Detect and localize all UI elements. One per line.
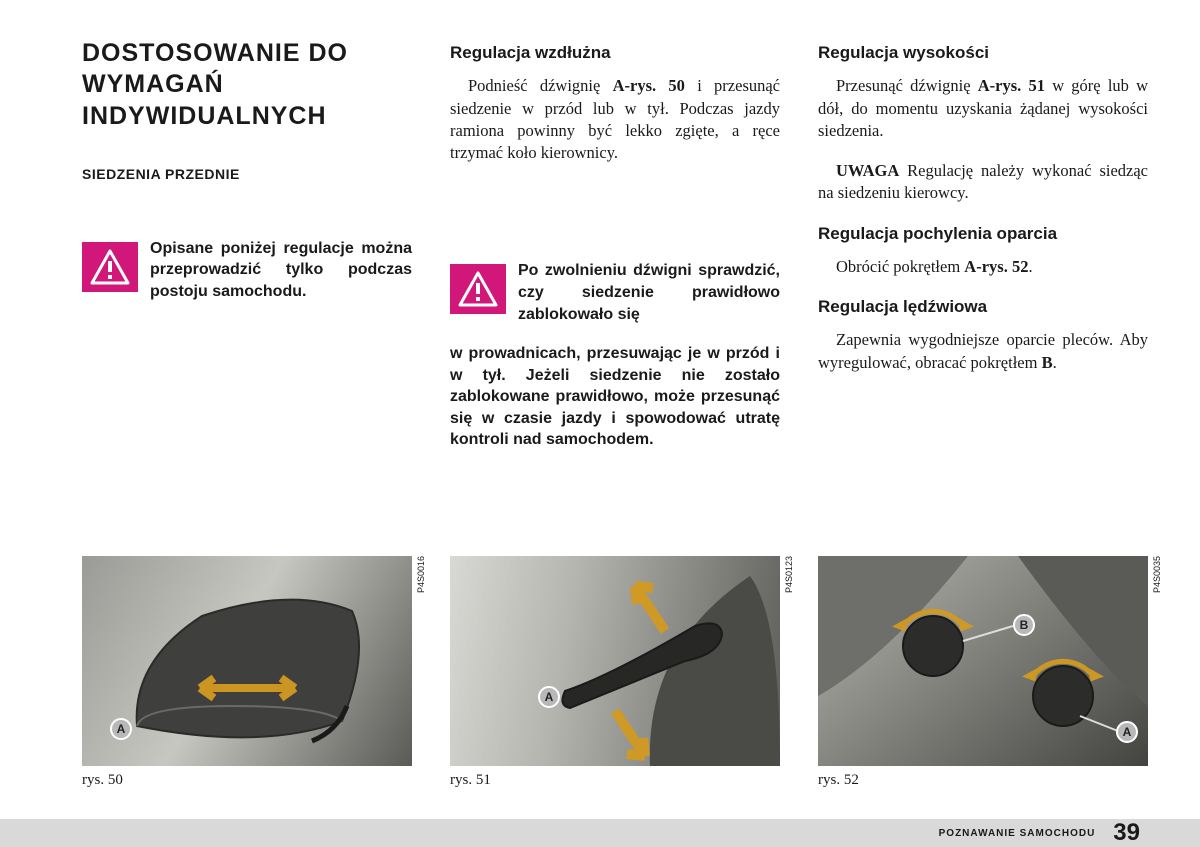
- marker-a: A: [1116, 721, 1138, 743]
- main-heading: DOSTOSOWANIE DO WYMAGAŃ INDYWIDUALNYCH: [82, 38, 412, 132]
- seat-illustration: [82, 556, 412, 766]
- figures-row: P4S0016 A rys. 50 P4S0123: [82, 556, 1130, 789]
- ref-a-rys50: A-rys. 50: [613, 76, 685, 95]
- warning-triangle-icon: [82, 242, 138, 292]
- figure-code: P4S0016: [416, 556, 426, 593]
- heading-wysokosci: Regulacja wysokości: [818, 42, 1148, 63]
- figure-image-51: A: [450, 556, 780, 766]
- paragraph-uwaga: UWAGA Regulację należy wykonać siedząc n…: [818, 160, 1148, 205]
- figure-code: P4S0123: [784, 556, 794, 593]
- figure-caption: rys. 52: [818, 772, 1148, 789]
- uwaga-label: UWAGA: [836, 161, 899, 180]
- column-2: Regulacja wzdłużna Podnieść dźwignię A-r…: [450, 38, 780, 451]
- heading-pochylenia: Regulacja pochylenia oparcia: [818, 223, 1148, 244]
- page-number: 39: [1113, 819, 1140, 847]
- figure-code: P4S0035: [1152, 556, 1162, 593]
- lever-illustration: [450, 556, 780, 766]
- knobs-illustration: [818, 556, 1148, 766]
- footer-bar: POZNAWANIE SAMOCHODU 39: [0, 819, 1200, 847]
- warning-block-2: Po zwolnieniu dźwigni sprawdzić, czy sie…: [450, 260, 780, 325]
- text: .: [1053, 353, 1057, 372]
- heading-wzdluzna: Regulacja wzdłużna: [450, 42, 780, 63]
- ref-a-rys51: A-rys. 51: [978, 76, 1045, 95]
- warning-triangle-icon: [450, 264, 506, 314]
- sub-heading: SIEDZENIA PRZEDNIE: [82, 166, 412, 182]
- column-1: DOSTOSOWANIE DO WYMAGAŃ INDYWIDUALNYCH S…: [82, 38, 412, 451]
- figure-52: P4S0035 B A rys. 52: [818, 556, 1148, 789]
- text: Przesunąć dźwignię: [836, 76, 978, 95]
- figure-caption: rys. 50: [82, 772, 412, 789]
- figure-image-50: A: [82, 556, 412, 766]
- text: .: [1028, 257, 1032, 276]
- warning-text-2-rest: w prowadnicach, przesuwając je w przód i…: [450, 343, 780, 451]
- footer-section: POZNAWANIE SAMOCHODU: [939, 828, 1096, 839]
- paragraph-wzdluzna: Podnieść dźwignię A-rys. 50 i przesunąć …: [450, 75, 780, 164]
- warning-block-1: Opisane poniżej regulacje można przeprow…: [82, 238, 412, 303]
- warning-text-1: Opisane poniżej regulacje można przeprow…: [150, 238, 412, 303]
- figure-50: P4S0016 A rys. 50: [82, 556, 412, 789]
- ref-b: B: [1042, 353, 1053, 372]
- figure-image-52: B A: [818, 556, 1148, 766]
- marker-b: B: [1013, 614, 1035, 636]
- figure-51: P4S0123 A rys. 51: [450, 556, 780, 789]
- paragraph-ledzwiowa: Zapewnia wygodniejsze oparcie pleców. Ab…: [818, 329, 1148, 374]
- text: Obrócić pokrętłem: [836, 257, 964, 276]
- warning-text-2-top: Po zwolnieniu dźwigni sprawdzić, czy sie…: [518, 260, 780, 325]
- spacer: [450, 182, 780, 260]
- ref-a-rys52: A-rys. 52: [964, 257, 1028, 276]
- page-content: DOSTOSOWANIE DO WYMAGAŃ INDYWIDUALNYCH S…: [0, 0, 1200, 451]
- paragraph-wysokosci: Przesunąć dźwignię A-rys. 51 w górę lub …: [818, 75, 1148, 142]
- heading-ledzwiowa: Regulacja lędźwiowa: [818, 296, 1148, 317]
- marker-a: A: [538, 686, 560, 708]
- column-3: Regulacja wysokości Przesunąć dźwignię A…: [818, 38, 1148, 451]
- marker-a: A: [110, 718, 132, 740]
- paragraph-pochylenia: Obrócić pokrętłem A-rys. 52.: [818, 256, 1148, 278]
- text: Podnieść dźwignię: [468, 76, 613, 95]
- text: Zapewnia wygodniejsze oparcie pleców. Ab…: [818, 330, 1148, 371]
- figure-caption: rys. 51: [450, 772, 780, 789]
